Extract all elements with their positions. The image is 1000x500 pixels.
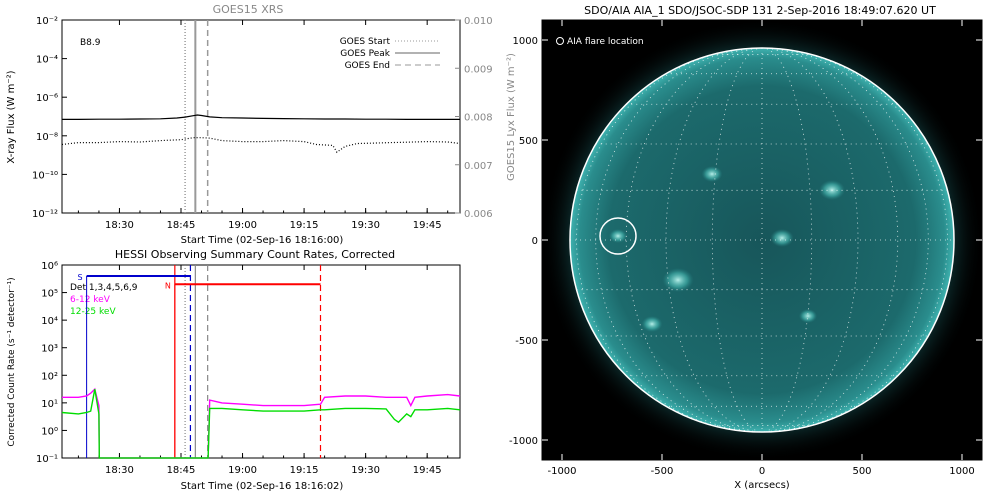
goes-y2-tick-label: 0.010 [464,16,493,27]
goes-y-axis-title: X-ray Flux (W m⁻²) [6,70,17,163]
aia-active-region [641,316,663,332]
aia-grid-longitude [625,47,763,433]
goes-legend: GOES Start GOES Peak GOES End [340,37,440,71]
hessi-series-6-12-keV [62,387,461,459]
hessi-series-12-25-keV [61,388,461,459]
aia-legend: AIA flare location [556,37,644,47]
hessi-panel: HESSI Observing Summary Count Rates, Cor… [7,248,461,492]
aia-x-tick-label: 500 [852,466,871,477]
legend-label-goes-peak: GOES Peak [340,49,390,59]
legend-label-goes-start: GOES Start [340,37,391,47]
goes-x-tick-label: 18:30 [105,220,134,231]
aia-flare-location-circle [599,217,637,255]
hessi-legend-6-12kev: 6-12 keV [70,295,111,305]
aia-y-tick-label: -500 [515,336,538,347]
hessi-legend-12-25kev: 12-25 keV [70,307,116,317]
goes-x-tick-label: 19:15 [290,220,319,231]
hessi-title: HESSI Observing Summary Count Rates, Cor… [115,248,395,261]
hessi-y-tick-label: 10⁻¹ [36,454,58,465]
goes-y2-tick-label: 0.009 [464,64,493,75]
goes-annotation: B8.9 [80,38,101,48]
hessi-y-tick-label: 10⁶ [41,261,58,272]
hessi-x-axis-title: Start Time (02-Sep-16 18:16:02) [181,481,344,492]
goes-x-tick-label: 18:45 [167,220,196,231]
hessi-plot-frame [61,264,461,459]
goes-y-tick-label: 10⁻⁸ [36,132,58,143]
hessi-y-tick-label: 10⁴ [41,316,58,327]
aia-active-region [798,309,818,323]
hessi-y-axis-title: Corrected Count Rate (s⁻¹ detector⁻¹) [7,277,17,446]
aia-y-tick-label: 500 [519,136,538,147]
aia-solar-disk [570,48,954,432]
goes-y2-axis-title: GOES15 Lyx Flux (W m⁻²) [506,53,517,181]
hessi-y-tick-label: 10² [41,371,58,382]
goes-y-tick-label: 10⁻¹² [32,209,58,220]
goes-xrs-panel: GOES15 XRS B8.9 GOES Start GOES Peak GOE… [6,3,517,246]
aia-legend-circle-icon [556,37,564,45]
hessi-y-tick-label: 10¹ [41,399,58,410]
aia-x-axis-title: X (arcsecs) [734,480,790,491]
goes-y-tick-label: 10⁻⁴ [36,55,58,66]
goes-plot-frame [61,19,461,214]
hessi-y-tick-label: 10⁵ [41,289,58,300]
goes-x-tick-label: 19:30 [351,220,380,231]
hessi-y-tick-label: 10⁰ [41,426,58,437]
goes-y2-tick-label: 0.008 [464,113,493,124]
aia-y-tick-label: 0 [532,236,538,247]
aia-active-region [662,268,694,292]
goes-title: GOES15 XRS [213,3,284,16]
aia-y-tick-label: 1000 [513,36,538,47]
hessi-x-tick-label: 18:45 [167,465,196,476]
goes-x-tick-label: 19:00 [228,220,257,231]
aia-active-region [701,166,723,182]
goes-y-tick-label: 10⁻² [36,16,58,27]
aia-x-tick-label: 1000 [949,466,974,477]
aia-y-tick-label: -1000 [509,436,538,447]
hessi-x-tick-label: 19:45 [413,465,442,476]
goes-y2-tick-label: 0.007 [464,161,493,172]
goes-long-channel-line [62,114,460,121]
goes-short-channel-line [61,137,461,154]
hessi-x-tick-label: 19:15 [290,465,319,476]
hessi-y-tick-label: 10³ [41,344,58,355]
hessi-x-tick-label: 19:00 [228,465,257,476]
aia-x-tick-label: -500 [651,466,674,477]
legend-label-goes-end: GOES End [345,61,390,71]
hessi-x-tick-label: 19:30 [351,465,380,476]
hessi-x-tick-label: 18:30 [105,465,134,476]
aia-x-tick-label: 0 [759,466,765,477]
goes-x-tick-label: 19:45 [413,220,442,231]
aia-limb-circle [569,47,955,433]
aia-title: SDO/AIA AIA_1 SDO/JSOC-SDP 131 2-Sep-201… [584,4,936,17]
aia-image-content [542,20,982,460]
goes-y2-tick-label: 0.006 [464,209,493,220]
aia-active-region [770,229,794,247]
aia-grid-longitude [761,47,899,433]
aia-x-tick-label: -1000 [547,466,576,477]
hessi-legend-det: Det 1,3,4,5,6,9 [70,283,138,293]
aia-image-panel: SDO/AIA AIA_1 SDO/JSOC-SDP 131 2-Sep-201… [509,4,983,491]
aia-flare-brightening [609,229,627,243]
goes-y-tick-label: 10⁻¹⁰ [32,170,58,181]
hessi-flag-label: N [165,281,171,290]
goes-y-tick-label: 10⁻⁶ [36,93,58,104]
aia-legend-label: AIA flare location [567,37,644,47]
hessi-flag-label: S [78,273,83,282]
goes-x-axis-title: Start Time (02-Sep-16 18:16:00) [181,235,344,246]
